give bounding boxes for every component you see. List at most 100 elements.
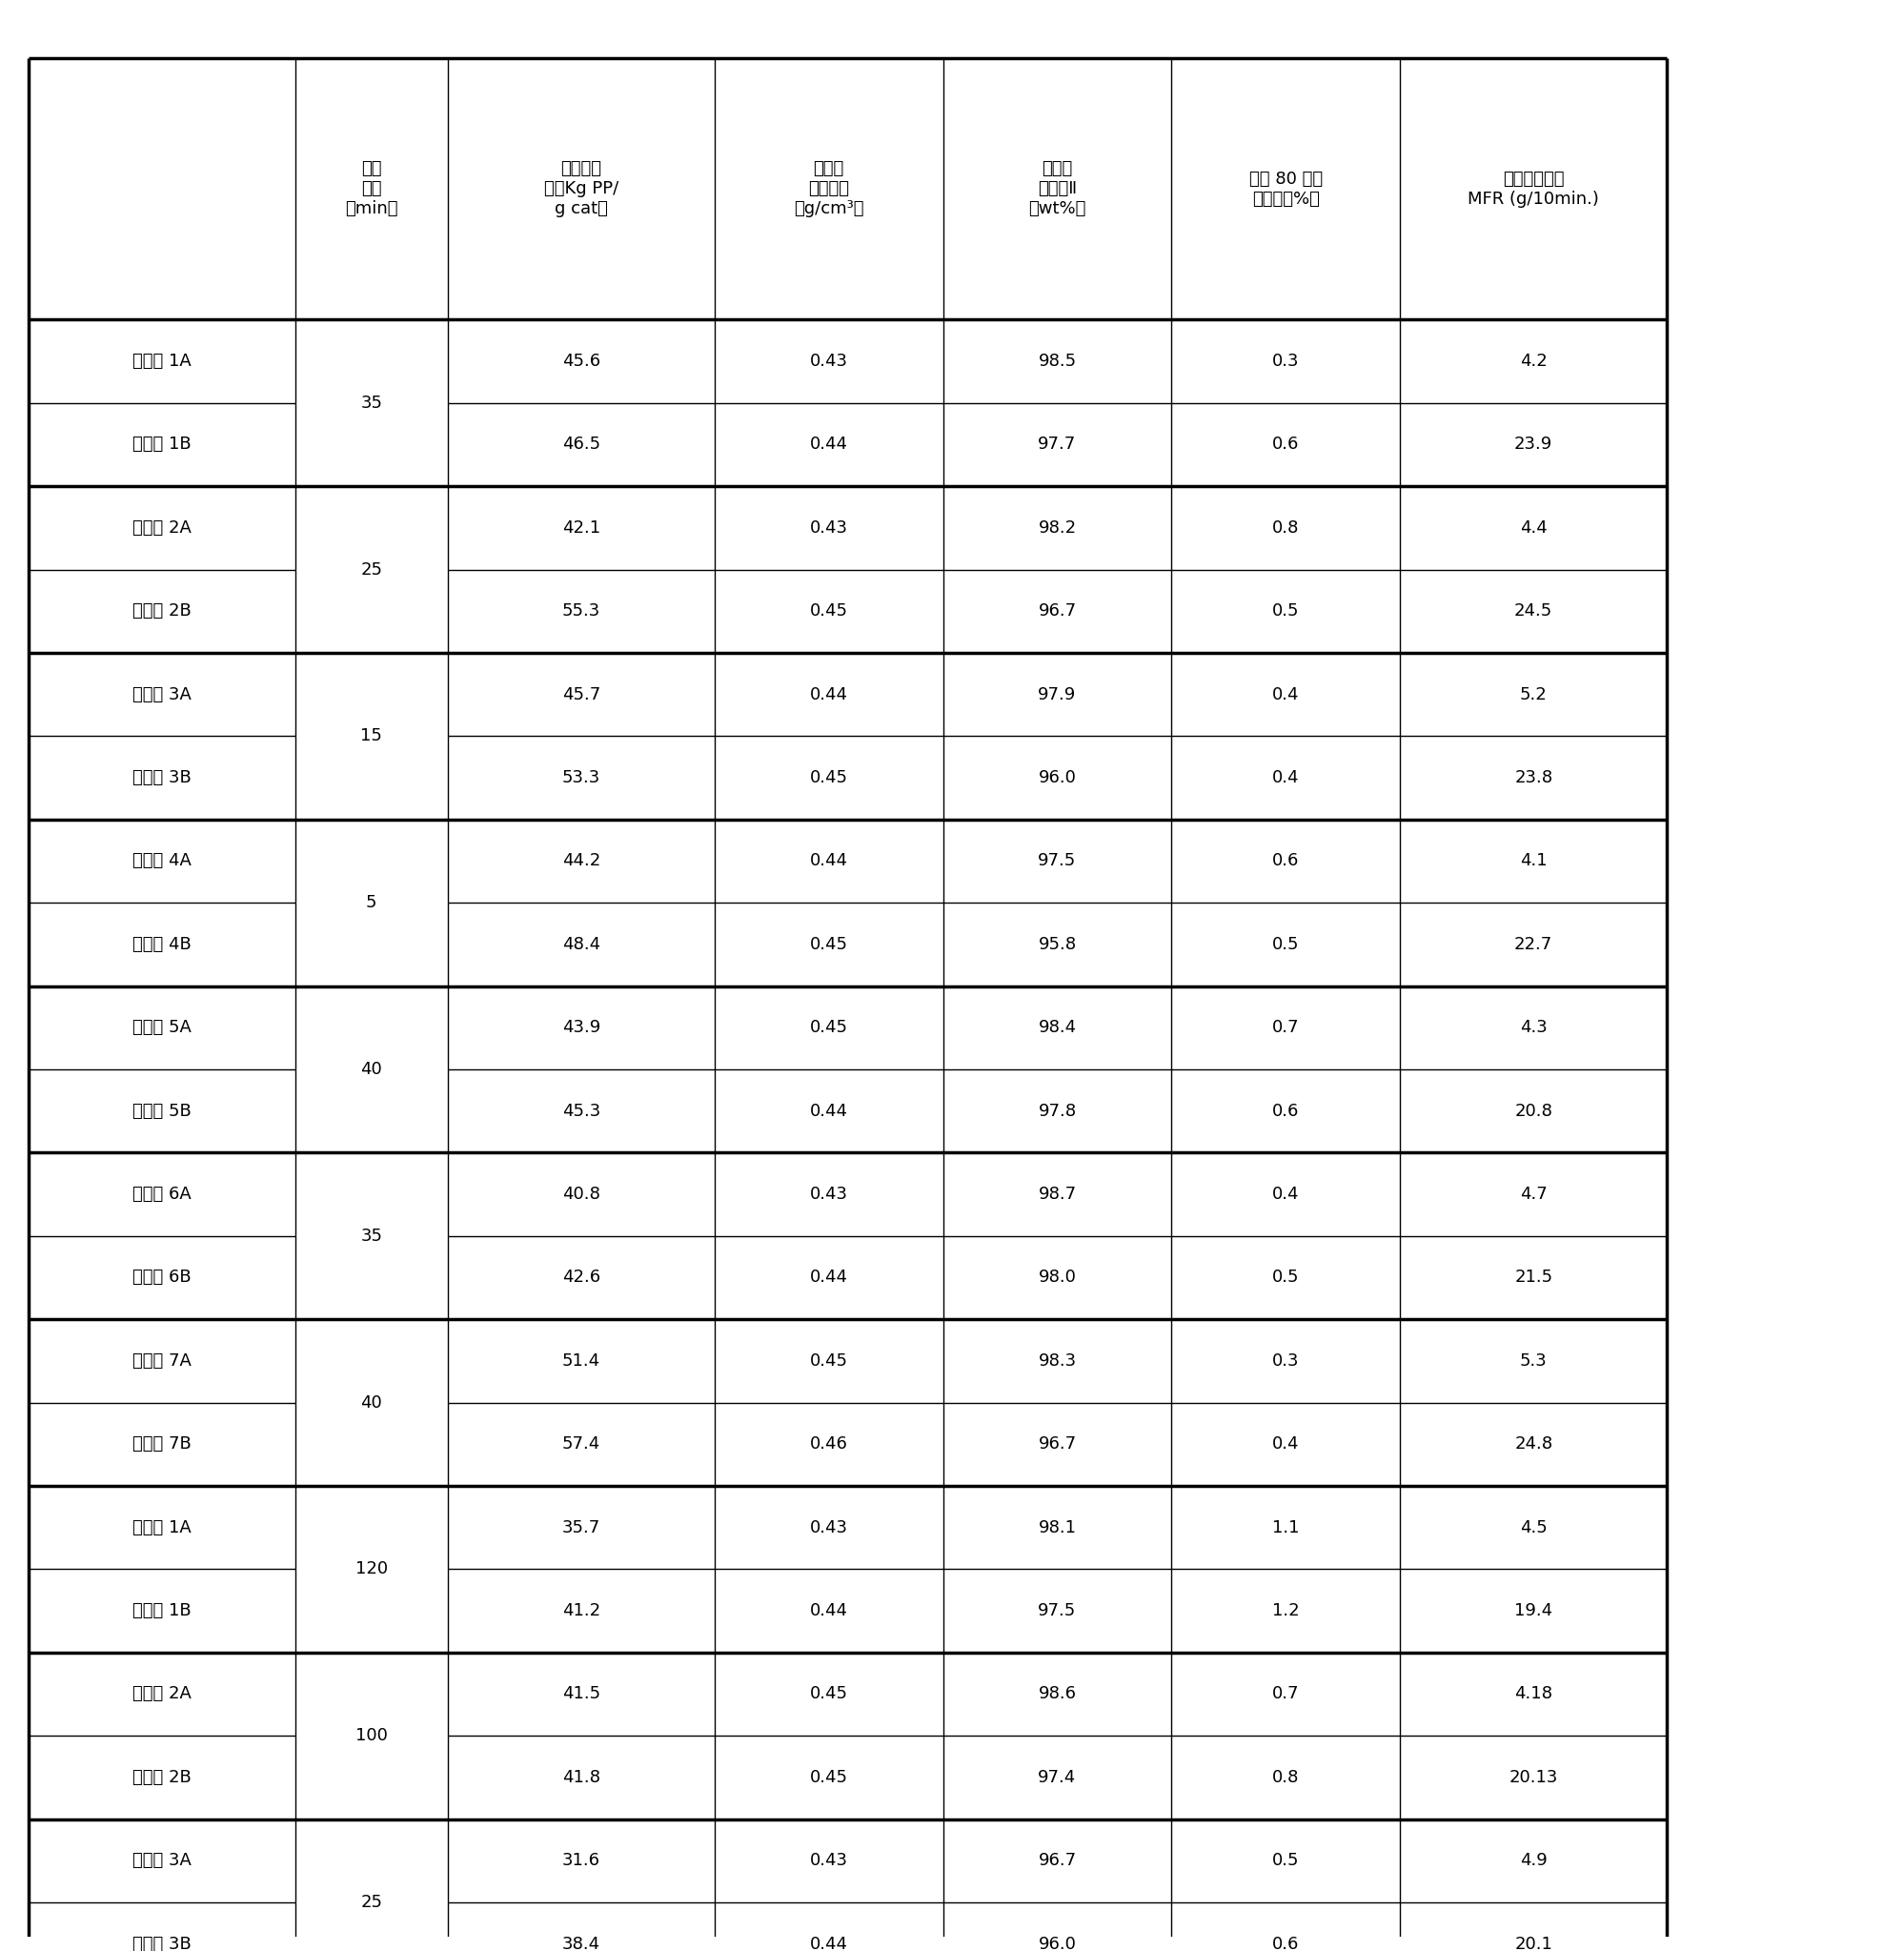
Text: 97.5: 97.5 [1038,1602,1076,1619]
Text: 0.45: 0.45 [809,769,847,786]
Text: 98.4: 98.4 [1038,1018,1076,1036]
Text: 20.13: 20.13 [1508,1770,1557,1785]
Text: 实施例 1A: 实施例 1A [133,353,190,371]
Text: 25: 25 [360,562,383,577]
Text: 0.44: 0.44 [809,1602,847,1619]
Text: 0.45: 0.45 [809,1770,847,1785]
Text: 实施例 3A: 实施例 3A [133,687,190,702]
Text: 对比例 3A: 对比例 3A [133,1851,190,1869]
Text: 对比例 1A: 对比例 1A [133,1520,190,1535]
Text: 溶解
时间
（min）: 溶解 时间 （min） [345,160,398,217]
Text: 小于 80 目细
粉含量（%）: 小于 80 目细 粉含量（%） [1249,170,1321,207]
Text: 43.9: 43.9 [562,1018,600,1036]
Text: 1.1: 1.1 [1272,1520,1299,1535]
Text: 40: 40 [360,1393,383,1411]
Text: 实施例 7A: 实施例 7A [133,1352,190,1370]
Text: 0.5: 0.5 [1272,1851,1299,1869]
Text: 0.43: 0.43 [809,1186,847,1204]
Text: 24.5: 24.5 [1514,603,1552,620]
Text: 96.0: 96.0 [1038,1935,1076,1951]
Text: 98.7: 98.7 [1038,1186,1076,1204]
Text: 98.2: 98.2 [1038,519,1076,537]
Text: 0.6: 0.6 [1272,1102,1299,1120]
Text: 实施例 5A: 实施例 5A [133,1018,190,1036]
Text: 96.7: 96.7 [1038,1851,1076,1869]
Text: 实施例 2B: 实施例 2B [133,603,190,620]
Text: 0.3: 0.3 [1272,353,1299,371]
Text: 0.45: 0.45 [809,603,847,620]
Text: 38.4: 38.4 [562,1935,600,1951]
Text: 0.45: 0.45 [809,1018,847,1036]
Text: 23.9: 23.9 [1514,435,1552,453]
Text: 96.7: 96.7 [1038,1436,1076,1453]
Text: 0.7: 0.7 [1272,1018,1299,1036]
Text: 97.7: 97.7 [1038,435,1076,453]
Text: 95.8: 95.8 [1038,936,1076,952]
Text: 0.44: 0.44 [809,687,847,702]
Text: 35: 35 [360,1227,383,1245]
Text: 0.46: 0.46 [809,1436,847,1453]
Text: 聚合物
等规度Ⅱ
（wt%）: 聚合物 等规度Ⅱ （wt%） [1028,160,1085,217]
Text: 4.3: 4.3 [1519,1018,1546,1036]
Text: 48.4: 48.4 [562,936,600,952]
Text: 实施例 3B: 实施例 3B [133,769,190,786]
Text: 0.8: 0.8 [1272,1770,1299,1785]
Text: 21.5: 21.5 [1514,1268,1552,1286]
Text: 0.44: 0.44 [809,853,847,870]
Text: 45.6: 45.6 [562,353,600,371]
Text: 120: 120 [354,1561,388,1578]
Text: 实施例 6B: 实施例 6B [133,1268,190,1286]
Text: 0.43: 0.43 [809,1851,847,1869]
Text: 19.4: 19.4 [1514,1602,1552,1619]
Text: 对比例 3B: 对比例 3B [133,1935,190,1951]
Text: 42.6: 42.6 [562,1268,600,1286]
Text: 0.4: 0.4 [1272,1186,1299,1204]
Text: 45.7: 45.7 [562,687,600,702]
Text: 97.5: 97.5 [1038,853,1076,870]
Text: 实施例 6A: 实施例 6A [133,1186,190,1204]
Text: 0.8: 0.8 [1272,519,1299,537]
Text: 0.4: 0.4 [1272,687,1299,702]
Text: 4.1: 4.1 [1519,853,1546,870]
Text: 1.2: 1.2 [1272,1602,1299,1619]
Text: 100: 100 [356,1727,387,1744]
Text: 0.45: 0.45 [809,1686,847,1703]
Text: 40: 40 [360,1061,383,1077]
Text: 41.2: 41.2 [562,1602,600,1619]
Text: 53.3: 53.3 [562,769,600,786]
Text: 45.3: 45.3 [562,1102,600,1120]
Text: 实施例 4A: 实施例 4A [133,853,190,870]
Text: 4.7: 4.7 [1519,1186,1546,1204]
Text: 0.4: 0.4 [1272,769,1299,786]
Text: 98.5: 98.5 [1038,353,1076,371]
Text: 0.45: 0.45 [809,1352,847,1370]
Text: 44.2: 44.2 [562,853,600,870]
Text: 实施例 7B: 实施例 7B [133,1436,190,1453]
Text: 4.9: 4.9 [1519,1851,1546,1869]
Text: 20.8: 20.8 [1514,1102,1552,1120]
Text: 聚合物
表观密度
（g/cm³）: 聚合物 表观密度 （g/cm³） [794,160,863,217]
Text: 41.5: 41.5 [562,1686,600,1703]
Text: 实施例 2A: 实施例 2A [133,519,190,537]
Text: 55.3: 55.3 [562,603,600,620]
Text: 催化剂活
性（Kg PP/
g cat）: 催化剂活 性（Kg PP/ g cat） [543,160,619,217]
Text: 0.7: 0.7 [1272,1686,1299,1703]
Text: 97.4: 97.4 [1038,1770,1076,1785]
Text: 41.8: 41.8 [562,1770,600,1785]
Text: 0.5: 0.5 [1272,1268,1299,1286]
Text: 4.18: 4.18 [1514,1686,1552,1703]
Text: 0.3: 0.3 [1272,1352,1299,1370]
Text: 25: 25 [360,1894,383,1910]
Text: 98.3: 98.3 [1038,1352,1076,1370]
Text: 15: 15 [360,728,383,745]
Text: 0.44: 0.44 [809,1102,847,1120]
Text: 5.2: 5.2 [1519,687,1546,702]
Text: 40.8: 40.8 [562,1186,600,1204]
Text: 0.43: 0.43 [809,1520,847,1535]
Text: 0.44: 0.44 [809,1935,847,1951]
Text: 0.5: 0.5 [1272,936,1299,952]
Text: 0.43: 0.43 [809,519,847,537]
Text: 5.3: 5.3 [1519,1352,1546,1370]
Text: 熔体流动指数
MFR (g/10min.): 熔体流动指数 MFR (g/10min.) [1468,170,1597,207]
Text: 0.4: 0.4 [1272,1436,1299,1453]
